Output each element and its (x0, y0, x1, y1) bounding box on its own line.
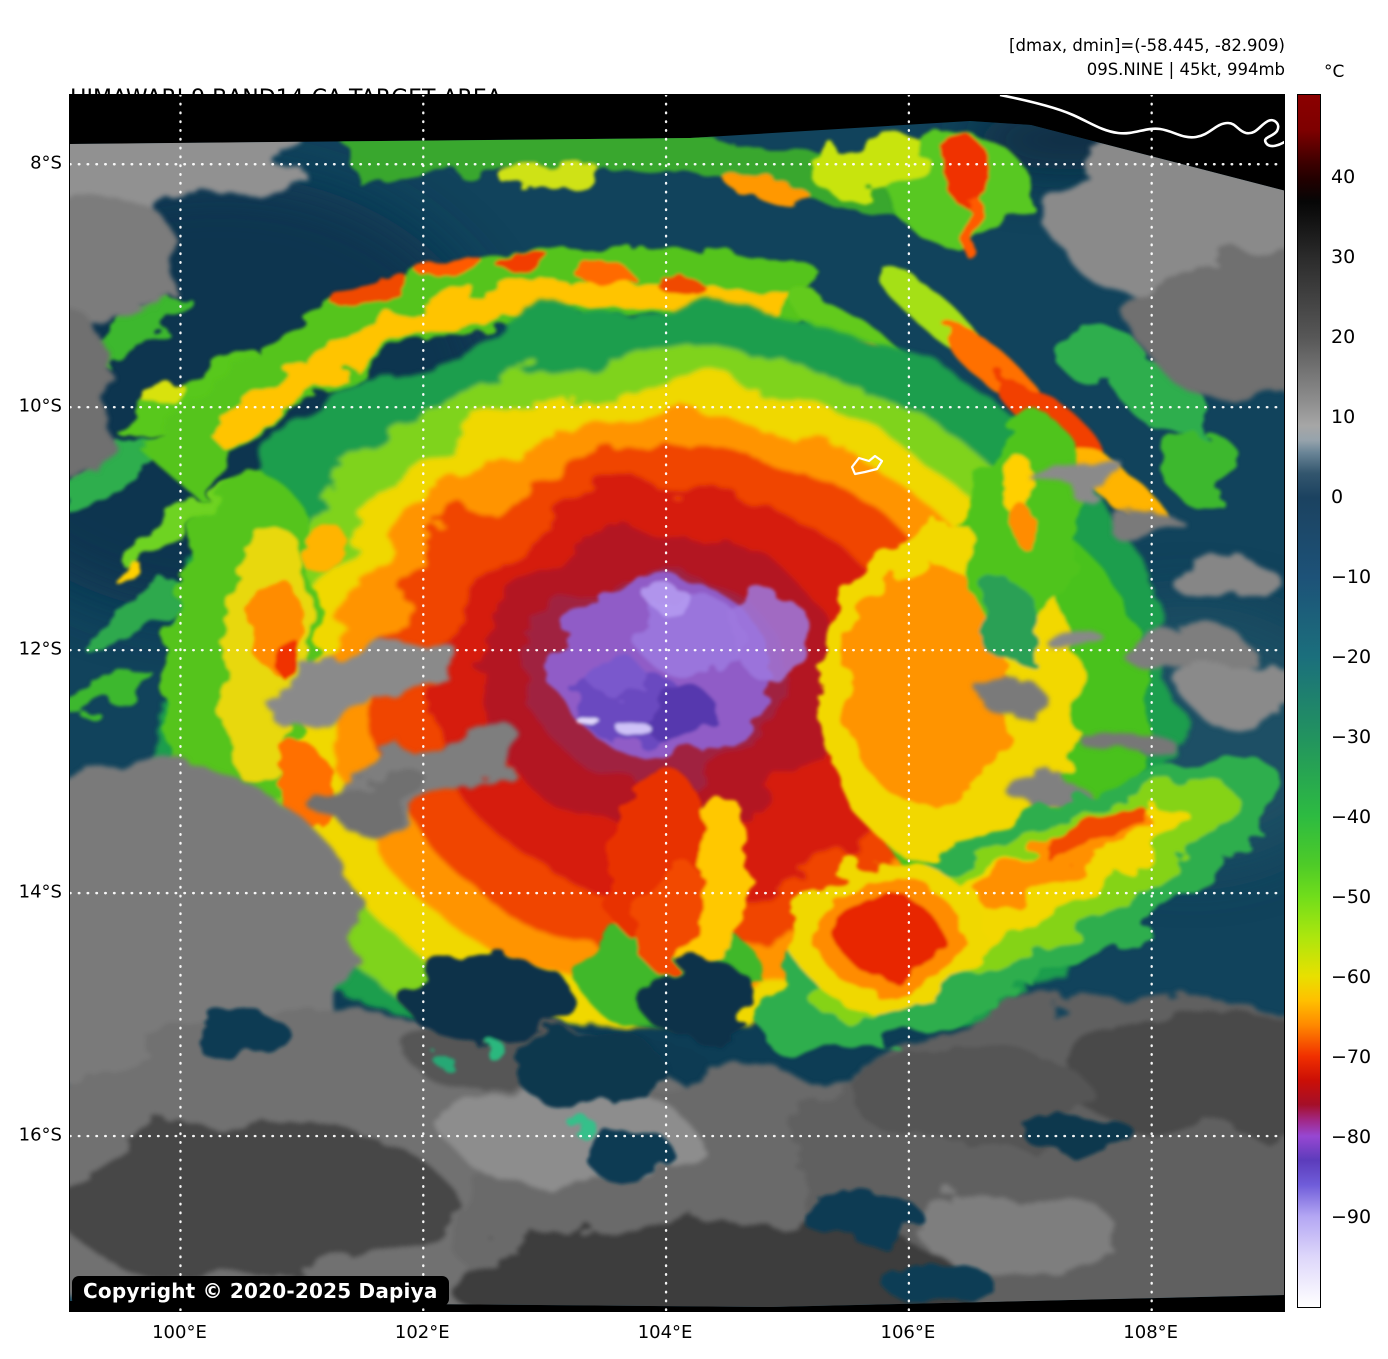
christmas-island-outline (850, 454, 884, 476)
colorbar-tick-label: −90 (1331, 1205, 1372, 1228)
east-bulge (820, 416, 1150, 915)
lon-tick-label: 102°E (394, 1322, 450, 1343)
cyclone-cold-core (554, 579, 808, 755)
lat-tick-label: 14°S (18, 881, 62, 903)
colorbar-tick-label: −80 (1331, 1125, 1372, 1148)
map-plot: Copyright © 2020-2025 Dapiya (69, 94, 1285, 1312)
lat-tick-label: 10°S (18, 395, 62, 417)
lat-tick-label: 16°S (18, 1124, 62, 1146)
colorbar-tick-label: −20 (1331, 646, 1372, 668)
dmax-dmin-label: [dmax, dmin]=(-58.445, -82.909) (1009, 36, 1285, 55)
sea-pockets (190, 955, 1135, 1307)
colorbar-unit-label: °C (1324, 62, 1345, 82)
colorbar (1297, 94, 1321, 1308)
colorbar-tick-label: −60 (1331, 965, 1372, 988)
colorbar-tick-label: −50 (1331, 885, 1372, 908)
west-band (162, 470, 347, 840)
colorbar-tick-label: 40 (1331, 166, 1356, 189)
colorbar-tick-label: 0 (1331, 486, 1344, 509)
storm-info-label: 09S.NINE | 45kt, 994mb (1086, 60, 1285, 79)
info-block: [dmax, dmin]=(-58.445, -82.909) 09S.NINE… (1009, 34, 1285, 82)
grid-overlay (70, 95, 1284, 1311)
satellite-image (70, 95, 1284, 1311)
lon-tick-label: 104°E (637, 1322, 693, 1343)
lon-tick-label: 100°E (152, 1322, 207, 1343)
colorbar-tick-label: 10 (1331, 406, 1356, 429)
lat-tick-label: 8°S (30, 152, 62, 174)
colorbar-tick-label: −30 (1331, 725, 1372, 748)
lon-tick-label: 106°E (880, 1322, 936, 1343)
southeast-band (759, 756, 1281, 1054)
colorbar-tick-label: −40 (1331, 805, 1372, 828)
lon-tick-label: 108°E (1123, 1322, 1179, 1343)
satellite-data-region (70, 121, 1284, 1307)
lat-tick-label: 12°S (18, 638, 62, 660)
colorbar-tick-label: −10 (1331, 566, 1372, 589)
colorbar-tick-label: −70 (1331, 1045, 1372, 1068)
java-coastline (999, 95, 1284, 148)
colorbar-tick-label: 30 (1331, 246, 1356, 269)
copyright-badge: Copyright © 2020-2025 Dapiya (72, 1276, 449, 1306)
colorbar-tick-label: 20 (1331, 326, 1356, 349)
